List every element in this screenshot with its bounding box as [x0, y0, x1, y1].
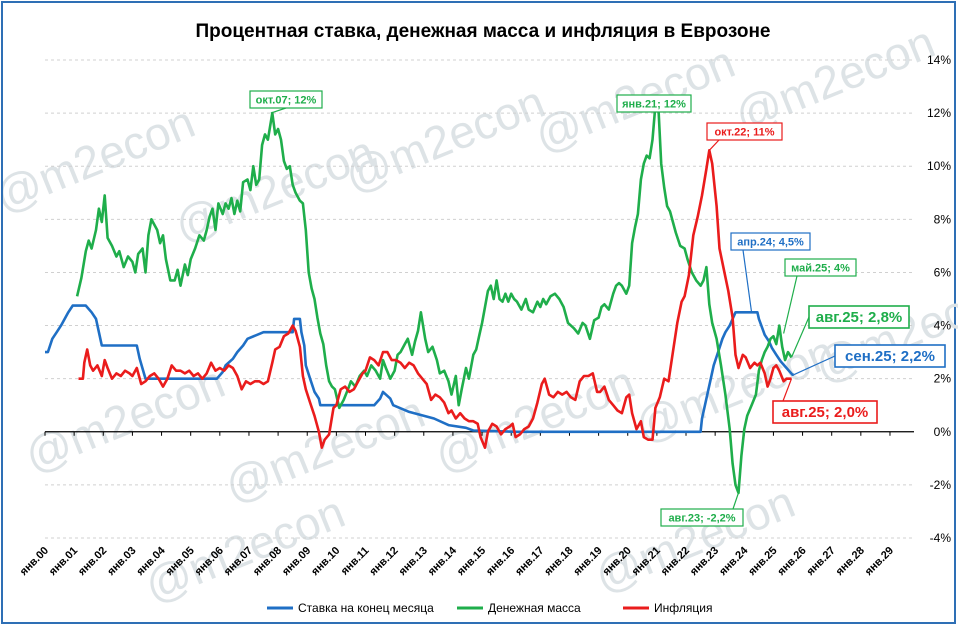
- x-tick-label: янв.25: [746, 545, 779, 578]
- x-tick-label: янв.16: [484, 545, 517, 578]
- callout-box: [706, 122, 783, 141]
- callout-leader: [793, 355, 836, 376]
- legend-label-2: Инфляция: [654, 601, 712, 615]
- legend: Ставка на конец месяца Денежная масса Инфл…: [267, 601, 712, 615]
- y-tick-label: 4%: [934, 319, 952, 333]
- x-tick-label: янв.26: [775, 545, 808, 578]
- watermark-text: @m2econ: [427, 355, 642, 482]
- x-tick-label: янв.01: [47, 545, 80, 578]
- callout-box: [834, 344, 946, 368]
- series-layer: [45, 103, 794, 495]
- x-tick-label: янв.28: [834, 545, 867, 578]
- callout-label: окт.22; 11%: [714, 127, 774, 139]
- x-tick-label: янв.15: [455, 545, 488, 578]
- legend-label-0: Ставка на конец месяца: [298, 601, 434, 615]
- callout-leader: [790, 316, 810, 358]
- series-line-1: [75, 103, 793, 495]
- y-tick-label: -4%: [930, 531, 952, 545]
- callout-label: май.25; 4%: [791, 263, 850, 275]
- callout-leader: [708, 139, 720, 151]
- x-tick-label: янв.18: [542, 545, 575, 578]
- y-tick-label: -2%: [930, 478, 952, 492]
- x-tick-label: янв.00: [18, 545, 51, 578]
- x-tick-label: янв.13: [397, 545, 430, 578]
- y-axis: -4% -2% 0% 2% 4% 6% 8% 10% 12% 14%: [927, 53, 951, 545]
- annotation-layer: окт.07; 12% янв.21; 12% окт.22; 11% апр.24;…: [249, 90, 946, 527]
- legend-label-1: Денежная масса: [488, 601, 581, 615]
- x-tick-label: янв.29: [863, 545, 896, 578]
- callout-leader: [783, 275, 798, 334]
- y-tick-label: 10%: [927, 159, 951, 173]
- watermark-text: @m2econ: [587, 475, 802, 602]
- callout-label: янв.21; 12%: [622, 99, 686, 111]
- x-tick-label: янв.02: [76, 545, 109, 578]
- y-tick-label: 2%: [934, 372, 952, 386]
- grid-layer: [45, 59, 914, 539]
- callout-label: авг.23; -2,2%: [668, 513, 735, 525]
- series-line-2: [78, 149, 792, 449]
- callout-box: [660, 508, 744, 527]
- callout-leader: [732, 492, 740, 510]
- watermark-text: @m2econ: [337, 75, 552, 202]
- callout-box: [784, 258, 857, 277]
- x-tick-label: янв.17: [513, 545, 546, 578]
- y-tick-label: 0%: [934, 425, 952, 439]
- x-tick-label: янв.14: [426, 544, 460, 578]
- x-tick-label: янв.12: [367, 545, 400, 578]
- callout-label: апр.24; 4,5%: [737, 237, 804, 249]
- y-tick-label: 14%: [927, 53, 951, 67]
- x-tick-label: янв.10: [309, 545, 342, 578]
- callout-box: [616, 94, 692, 113]
- callout-box: [730, 232, 811, 251]
- x-tick-label: янв.03: [105, 545, 138, 578]
- y-tick-label: 12%: [927, 106, 951, 120]
- callout-label: авг.25; 2,0%: [782, 404, 869, 421]
- callout-box: [772, 400, 878, 424]
- callout-box: [249, 90, 323, 109]
- callout-leader: [270, 107, 287, 114]
- callout-leader: [782, 378, 793, 402]
- x-tick-label: янв.27: [804, 545, 837, 578]
- chart-svg: @m2econ@m2econ@m2econ@m2econ@m2econ@m2ec…: [3, 15, 958, 615]
- callout-box: [808, 305, 910, 329]
- x-tick-label: янв.11: [339, 545, 372, 578]
- callout-label: авг.25; 2,8%: [816, 309, 903, 326]
- y-tick-label: 8%: [934, 212, 952, 226]
- callout-label: сен.25; 2,2%: [845, 348, 935, 365]
- y-tick-label: 6%: [934, 265, 952, 279]
- callout-label: окт.07; 12%: [256, 95, 317, 107]
- callout-leader: [742, 249, 753, 313]
- chart-title: Процентная ставка, денежная масса и инфл…: [196, 21, 771, 42]
